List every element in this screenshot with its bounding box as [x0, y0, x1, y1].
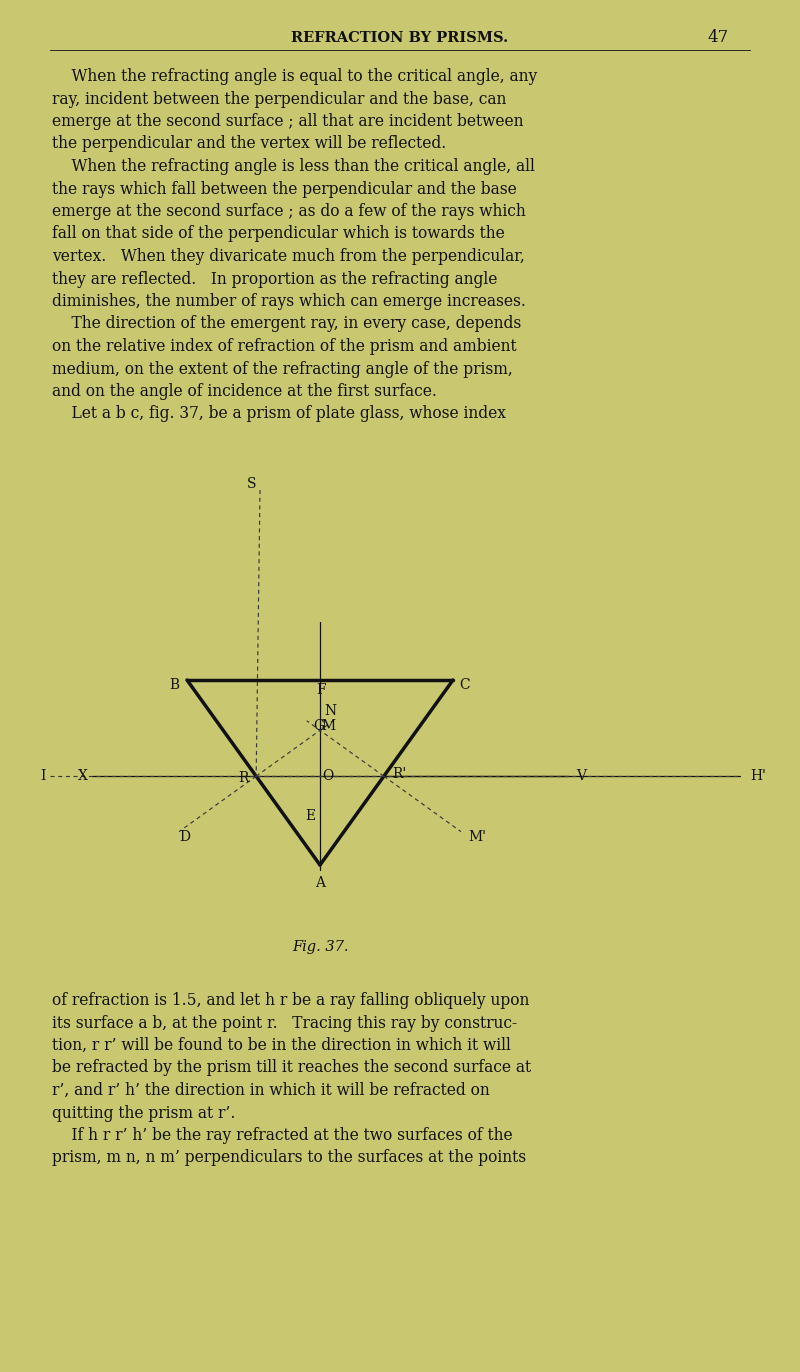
Text: When the refracting angle is less than the critical angle, all: When the refracting angle is less than t… [52, 158, 535, 176]
Text: the perpendicular and the vertex will be reflected.: the perpendicular and the vertex will be… [52, 136, 446, 152]
Text: M: M [322, 719, 335, 733]
Text: quitting the prism at r’.: quitting the prism at r’. [52, 1104, 235, 1121]
Text: of refraction is 1.5, and let h r be a ray falling obliquely upon: of refraction is 1.5, and let h r be a r… [52, 992, 530, 1008]
Text: D: D [179, 830, 190, 844]
Text: V: V [576, 770, 586, 783]
Text: vertex.   When they divaricate much from the perpendicular,: vertex. When they divaricate much from t… [52, 248, 525, 265]
Text: be refracted by the prism till it reaches the second surface at: be refracted by the prism till it reache… [52, 1059, 531, 1077]
Text: r’, and r’ h’ the direction in which it will be refracted on: r’, and r’ h’ the direction in which it … [52, 1083, 490, 1099]
Text: E: E [305, 808, 315, 823]
Text: Let a b c, fig. 37, be a prism of plate glass, whose index: Let a b c, fig. 37, be a prism of plate … [52, 406, 506, 423]
Text: its surface a b, at the point r.   Tracing this ray by construc-: its surface a b, at the point r. Tracing… [52, 1014, 517, 1032]
Text: X: X [78, 770, 88, 783]
Text: F: F [316, 683, 326, 697]
Text: C: C [460, 678, 470, 691]
Text: G: G [314, 719, 325, 733]
Text: on the relative index of refraction of the prism and ambient: on the relative index of refraction of t… [52, 338, 517, 355]
Text: prism, m n, n m’ perpendiculars to the surfaces at the points: prism, m n, n m’ perpendiculars to the s… [52, 1150, 526, 1166]
Text: diminishes, the number of rays which can emerge increases.: diminishes, the number of rays which can… [52, 294, 526, 310]
Text: R': R' [392, 767, 406, 781]
Text: fall on that side of the perpendicular which is towards the: fall on that side of the perpendicular w… [52, 225, 505, 243]
Text: A: A [315, 875, 325, 890]
Text: the rays which fall between the perpendicular and the base: the rays which fall between the perpendi… [52, 181, 517, 198]
Text: O: O [322, 770, 334, 783]
Text: 47: 47 [707, 30, 729, 47]
Text: emerge at the second surface ; all that are incident between: emerge at the second surface ; all that … [52, 113, 523, 130]
Text: they are reflected.   In proportion as the refracting angle: they are reflected. In proportion as the… [52, 270, 498, 288]
Text: Fig. 37.: Fig. 37. [292, 940, 348, 954]
Text: The direction of the emergent ray, in every case, depends: The direction of the emergent ray, in ev… [52, 316, 522, 332]
Text: S: S [247, 477, 257, 491]
Text: REFRACTION BY PRISMS.: REFRACTION BY PRISMS. [291, 32, 509, 45]
Text: medium, on the extent of the refracting angle of the prism,: medium, on the extent of the refracting … [52, 361, 513, 377]
Text: N: N [324, 704, 336, 718]
Text: If h r r’ h’ be the ray refracted at the two surfaces of the: If h r r’ h’ be the ray refracted at the… [52, 1126, 513, 1144]
Text: M': M' [468, 830, 486, 844]
Text: I: I [41, 770, 46, 783]
Text: When the refracting angle is equal to the critical angle, any: When the refracting angle is equal to th… [52, 69, 538, 85]
Text: R: R [238, 771, 248, 785]
Text: H': H' [750, 770, 766, 783]
Text: tion, r r’ will be found to be in the direction in which it will: tion, r r’ will be found to be in the di… [52, 1037, 511, 1054]
Text: and on the angle of incidence at the first surface.: and on the angle of incidence at the fir… [52, 383, 437, 401]
Text: emerge at the second surface ; as do a few of the rays which: emerge at the second surface ; as do a f… [52, 203, 526, 220]
Text: B: B [169, 678, 179, 691]
Text: ray, incident between the perpendicular and the base, can: ray, incident between the perpendicular … [52, 91, 506, 107]
